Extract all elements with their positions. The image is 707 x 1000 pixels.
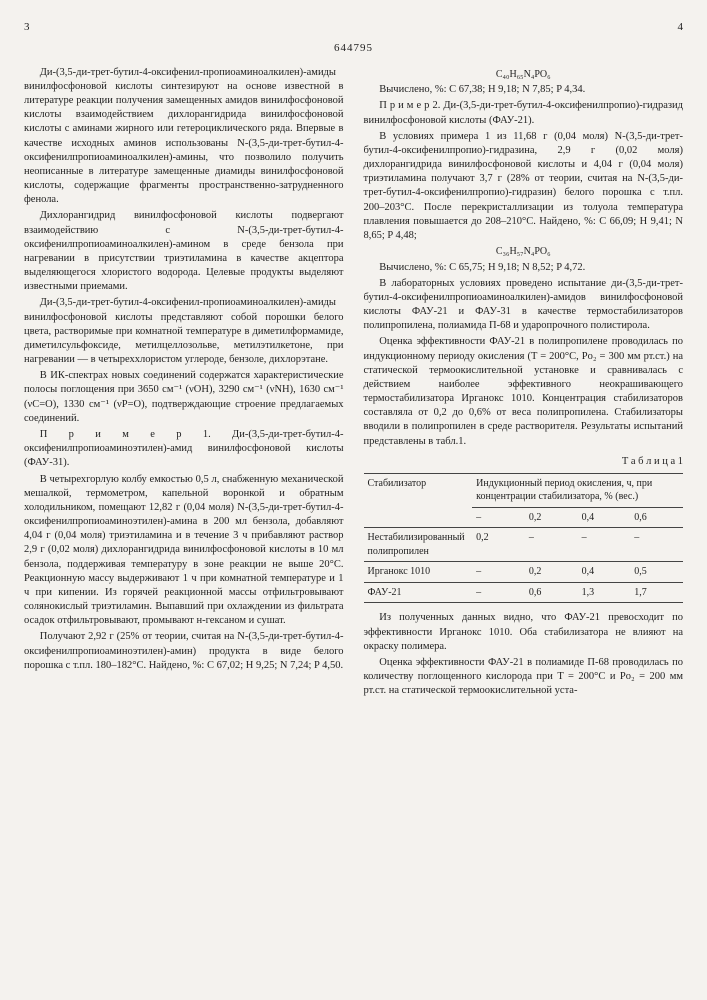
table-cell: 0,4 [578, 562, 631, 583]
table-col: 0,6 [630, 507, 683, 528]
paragraph: Оценка эффективности ФАУ-21 в полипропил… [364, 335, 684, 448]
table-col: – [472, 507, 525, 528]
table-col: 0,2 [525, 507, 578, 528]
table-cell: 1,3 [578, 582, 631, 603]
paragraph: Вычислено, %: C 67,38; H 9,18; N 7,85; P… [364, 83, 684, 97]
table-cell: – [578, 528, 631, 562]
example-1-heading: П р и м е р 1. Ди-(3,5-ди-трет-бутил-4-о… [24, 428, 344, 471]
paragraph: Получают 2,92 г (25% от теории, считая н… [24, 630, 344, 673]
document-number: 644795 [24, 41, 683, 56]
table-row-name: Ирганокс 1010 [364, 562, 473, 583]
paragraph: Ди-(3,5-ди-трет-бутил-4-оксифенил-пропио… [24, 66, 344, 208]
page-num-right: 4 [678, 20, 684, 35]
paragraph: Ди-(3,5-ди-трет-бутил-4-оксифенил-пропио… [24, 296, 344, 367]
example-2-heading: П р и м е р 2. Ди-(3,5-ди-трет-бутил-4-о… [364, 99, 684, 127]
right-column: C₄₀H₆₅N₄PO₆ Вычислено, %: C 67,38; H 9,1… [364, 66, 684, 701]
table-head-period: Индукционный период окисления, ч, при ко… [472, 473, 683, 507]
page-numbers: 3 4 [24, 20, 683, 35]
table-1: Стабилизатор Индукционный период окислен… [364, 473, 684, 604]
table-cell: 0,5 [630, 562, 683, 583]
table-row-name: ФАУ-21 [364, 582, 473, 603]
table-cell: 1,7 [630, 582, 683, 603]
paragraph: Вычислено, %: C 65,75; H 9,18; N 8,52; P… [364, 261, 684, 275]
two-column-layout: Ди-(3,5-ди-трет-бутил-4-оксифенил-пропио… [24, 66, 683, 701]
table-cell: – [630, 528, 683, 562]
paragraph: В условиях примера 1 из 11,68 г (0,04 мо… [364, 130, 684, 243]
chemical-formula: C₃₆H₅₇N₄PO₆ [364, 245, 684, 259]
table-cell: – [525, 528, 578, 562]
table-cell: – [472, 582, 525, 603]
paragraph: В лабораторных условиях проведено испыта… [364, 277, 684, 334]
table-cell: 0,2 [472, 528, 525, 562]
table-col: 0,4 [578, 507, 631, 528]
page-num-left: 3 [24, 20, 30, 35]
table-1-caption: Т а б л и ц а 1 [364, 455, 684, 469]
table-row-name: Нестабилизированный полипропилен [364, 528, 473, 562]
paragraph: Дихлорангидрид винилфосфоновой кислоты п… [24, 209, 344, 294]
paragraph: В четырехгорлую колбу емкостью 0,5 л, сн… [24, 473, 344, 629]
table-cell: 0,6 [525, 582, 578, 603]
left-column: Ди-(3,5-ди-трет-бутил-4-оксифенил-пропио… [24, 66, 344, 701]
paragraph: В ИК-спектрах новых соединений содержатс… [24, 369, 344, 426]
chemical-formula: C₄₀H₆₅N₄PO₆ [364, 68, 684, 82]
table-cell: – [472, 562, 525, 583]
table-head-stabilizer: Стабилизатор [364, 473, 473, 528]
paragraph: Из полученных данных видно, что ФАУ-21 п… [364, 611, 684, 654]
paragraph: Оценка эффективности ФАУ-21 в полиамиде … [364, 656, 684, 699]
table-cell: 0,2 [525, 562, 578, 583]
